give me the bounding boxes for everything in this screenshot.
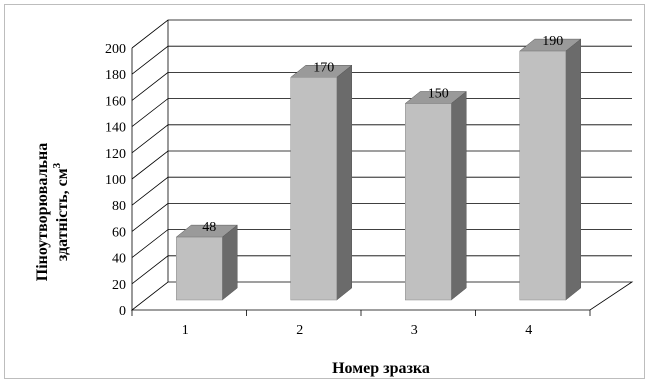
y-axis-title-superscript: 3 — [51, 162, 63, 168]
y-tick-label: 140 — [105, 121, 126, 136]
data-label: 170 — [313, 60, 334, 75]
bar-front — [290, 77, 337, 301]
bar-1 — [175, 224, 238, 301]
data-label: 190 — [542, 34, 563, 49]
y-axis-title-line2: здатність, см3 — [51, 162, 71, 261]
data-label: 150 — [428, 87, 449, 102]
bar-2 — [290, 64, 353, 301]
y-tick-label: 200 — [105, 42, 126, 57]
bars — [175, 38, 582, 301]
y-tick-label: 80 — [112, 199, 126, 214]
y-tick-labels: 0 20 40 60 80 100 120 140 160 180 200 — [105, 42, 126, 319]
y-tick-label: 0 — [119, 304, 126, 319]
chart-floor — [130, 281, 634, 316]
gridlines — [131, 19, 632, 310]
y-axis-title: Піноутворювальна здатність, см3 — [34, 143, 71, 281]
x-tick-labels: 1 2 3 4 — [182, 323, 533, 338]
y-tick-label: 120 — [105, 147, 126, 162]
x-tick-label: 3 — [411, 323, 418, 338]
y-tick-label: 100 — [105, 173, 126, 188]
data-labels: 48 170 150 190 — [202, 34, 563, 235]
y-tick-label: 180 — [105, 68, 126, 83]
x-tick-label: 2 — [296, 323, 303, 338]
bar-side — [336, 64, 352, 301]
data-label: 48 — [202, 220, 216, 235]
x-tick-label: 1 — [182, 323, 189, 338]
y-tick-label: 20 — [112, 278, 126, 293]
bar-front — [405, 103, 452, 301]
y-axis-title-line1: Піноутворювальна — [34, 143, 51, 281]
bar-3 — [404, 90, 467, 301]
y-axis-title-line2-text: здатність, см — [54, 168, 71, 261]
bar-4 — [519, 38, 582, 301]
y-tick-label: 160 — [105, 94, 126, 109]
x-axis-title: Номер зразка — [332, 360, 430, 377]
bar-side — [565, 38, 581, 301]
floor-plane — [130, 281, 634, 311]
y-tick-label: 40 — [112, 252, 126, 267]
y-tick-label: 60 — [112, 225, 126, 240]
bar-side — [451, 90, 467, 301]
x-tick-label: 4 — [525, 323, 532, 338]
bar-side — [222, 224, 238, 301]
bar-front — [176, 236, 223, 301]
bar-front — [519, 50, 566, 301]
